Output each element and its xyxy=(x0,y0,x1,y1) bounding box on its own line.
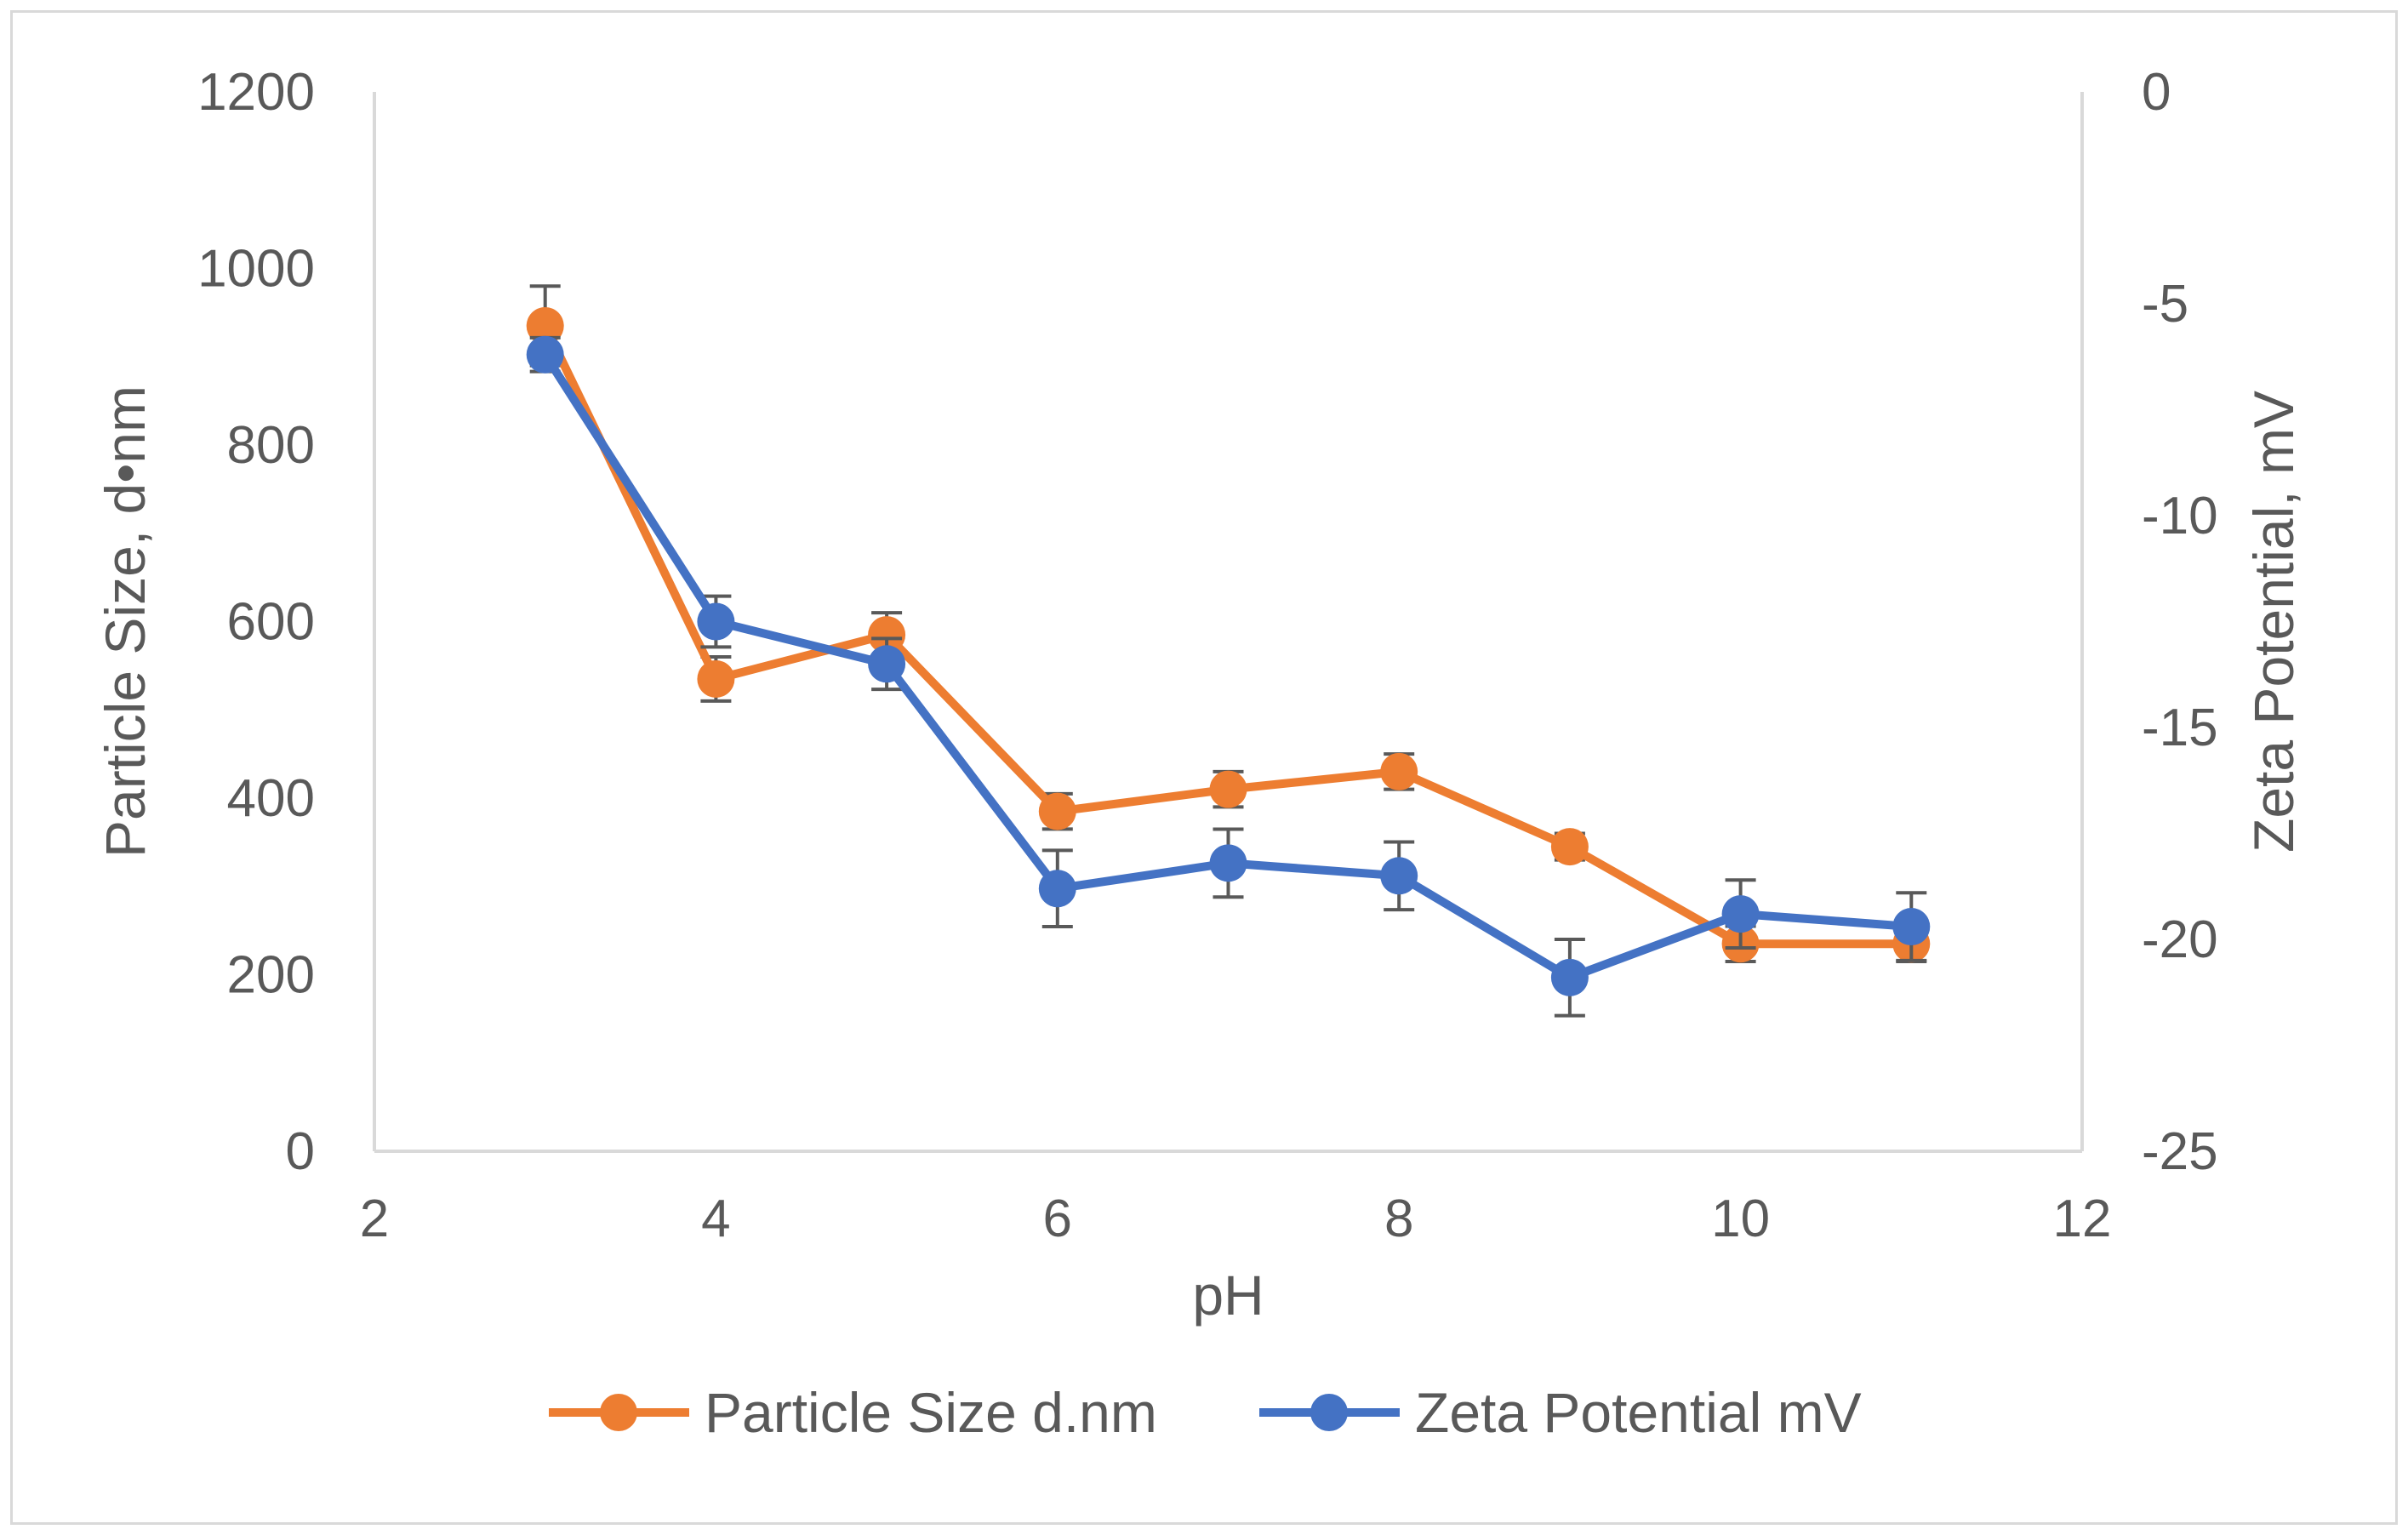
y-axis-title-right: Zeta Potential, mV xyxy=(2242,391,2305,853)
data-point xyxy=(526,306,564,345)
y-tick-label-left: 600 xyxy=(227,593,315,652)
y-tick-label-right: 0 xyxy=(2142,63,2171,122)
x-axis-title: pH xyxy=(1192,1264,1264,1327)
data-point xyxy=(1380,752,1418,790)
chart-frame xyxy=(10,10,2398,1525)
x-tick-label: 4 xyxy=(701,1190,730,1248)
legend-item-zeta-potential: Zeta Potential mV xyxy=(1259,1381,1862,1444)
y-tick-label-right: -25 xyxy=(2142,1122,2218,1181)
y-axis-title-left: Particle Size, d•nm xyxy=(94,385,157,858)
data-point xyxy=(697,602,735,641)
y-tick-label-right: -10 xyxy=(2142,487,2218,545)
y-tick-label-left: 0 xyxy=(286,1122,315,1181)
data-point xyxy=(526,335,564,374)
x-tick-label: 2 xyxy=(360,1190,389,1248)
data-point xyxy=(1038,870,1076,908)
y-tick-label-right: -5 xyxy=(2142,275,2188,334)
data-point xyxy=(868,645,906,683)
data-point xyxy=(868,616,906,654)
x-tick-label: 6 xyxy=(1043,1190,1072,1248)
y-tick-label-left: 200 xyxy=(227,946,315,1005)
y-tick-label-right: -15 xyxy=(2142,699,2218,757)
data-point xyxy=(1209,770,1247,808)
y-tick-label-left: 400 xyxy=(227,769,315,828)
y-tick-label-left: 1200 xyxy=(197,63,315,122)
data-point xyxy=(1721,895,1760,933)
legend-item-particle-size: Particle Size d.nm xyxy=(549,1381,1157,1444)
series-zeta-potential xyxy=(526,335,1931,1018)
tick-labels: 2 4 6 8 10 12 0 200 400 600 800 1000 1200 -25 -20 -15 -1… xyxy=(197,63,2218,1248)
x-tick-label: 10 xyxy=(1711,1190,1770,1248)
legend-label: Particle Size d.nm xyxy=(705,1381,1157,1444)
x-tick-label: 12 xyxy=(2053,1190,2112,1248)
x-tick-label: 8 xyxy=(1384,1190,1413,1248)
legend: Particle Size d.nm Zeta Potential mV xyxy=(549,1381,1862,1444)
y-tick-label-left: 800 xyxy=(227,416,315,475)
axes xyxy=(373,92,2084,1153)
plot-area xyxy=(526,284,1931,1018)
y-tick-label-left: 1000 xyxy=(197,240,315,299)
data-point xyxy=(1038,792,1076,830)
legend-swatch-marker xyxy=(1310,1394,1348,1431)
y-tick-label-right: -20 xyxy=(2142,910,2218,969)
data-point xyxy=(1892,908,1931,946)
legend-label: Zeta Potential mV xyxy=(1415,1381,1862,1444)
data-point xyxy=(1550,958,1589,996)
data-point xyxy=(697,659,735,698)
legend-swatch-marker xyxy=(600,1394,637,1431)
data-point xyxy=(1550,828,1589,866)
series-particle-size xyxy=(526,284,1931,963)
data-point xyxy=(1209,844,1247,882)
data-point xyxy=(1380,857,1418,895)
